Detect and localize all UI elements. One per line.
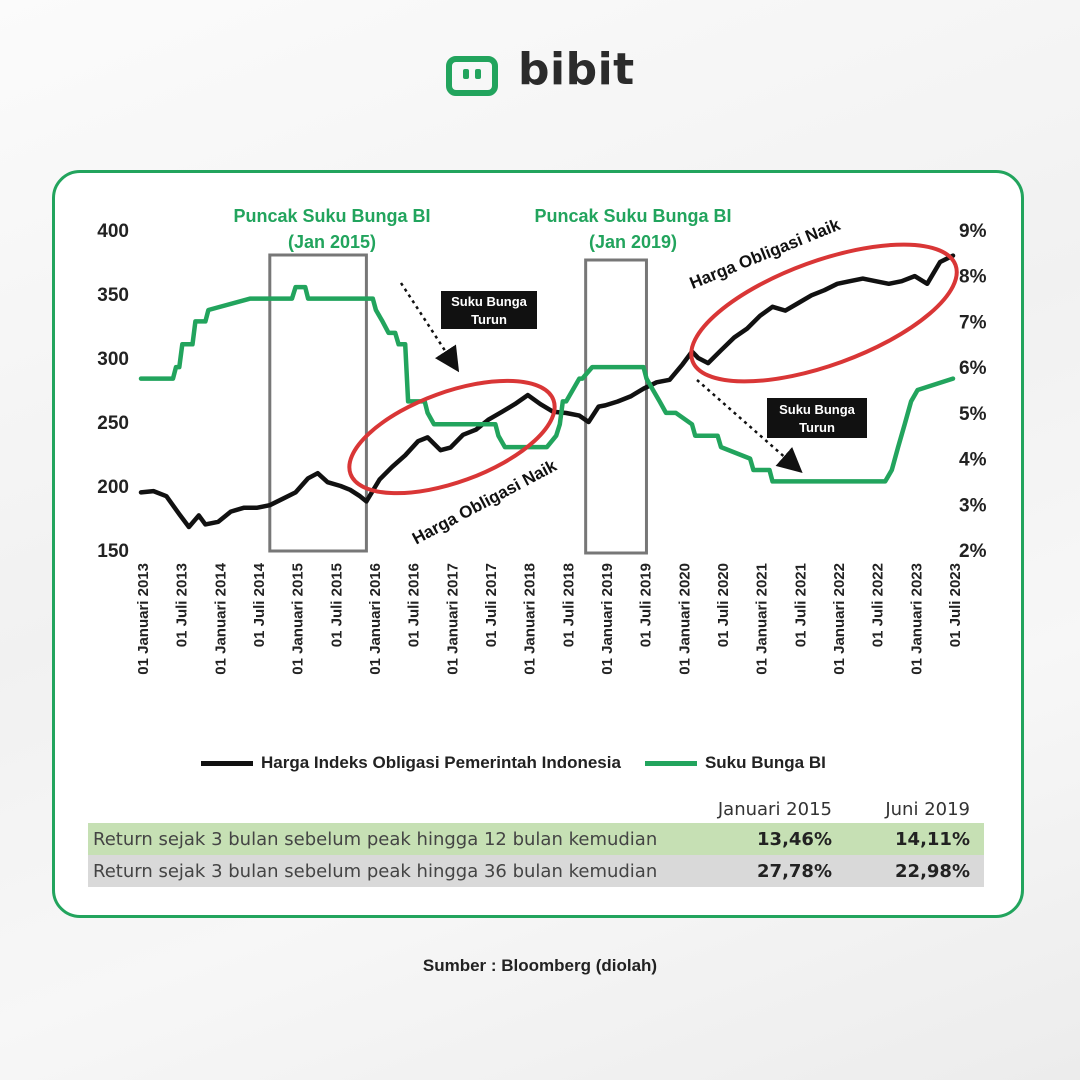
source-note: Sumber : Bloomberg (diolah): [422, 956, 658, 975]
peak-title-2019-line1: Puncak Suku Bunga BI: [534, 206, 731, 226]
legend-label-rate: Suku Bunga BI: [704, 753, 826, 772]
y-right-tick-label: 8%: [959, 267, 987, 288]
summary-header: Januari 2015 Juni 2019: [88, 795, 984, 823]
y-right-tick-label: 4%: [959, 450, 987, 471]
y-left-tick-label: 300: [97, 349, 129, 370]
x-tick-label: 01 Juli 2014: [251, 562, 268, 647]
summary-table: Januari 2015 Juni 2019 Return sejak 3 bu…: [88, 795, 984, 887]
x-tick-label: 01 Januari 2021: [754, 563, 771, 675]
summary-row-label: Return sejak 3 bulan sebelum peak hingga…: [93, 828, 658, 850]
y-right-tick-label: 2%: [959, 541, 987, 562]
x-tick-label: 01 Januari 2022: [831, 563, 848, 675]
rate-down-label-1-line2: Turun: [471, 312, 507, 327]
x-tick-label: 01 Juli 2018: [560, 563, 577, 647]
x-tick-label: 01 Juli 2016: [406, 563, 423, 647]
rate-down-label-2-line2: Turun: [799, 420, 835, 435]
x-tick-label: 01 Januari 2014: [212, 562, 229, 674]
y-right-tick-label: 5%: [959, 404, 987, 425]
x-tick-label: 01 Juli 2015: [328, 563, 345, 647]
legend: Harga Indeks Obligasi Pemerintah Indones…: [201, 753, 901, 773]
summary-cell: 14,11%: [895, 828, 970, 850]
chart-card: 150 200 250 300 350 400 2% 3% 4% 5% 6% 7% 8% 9% 01 Jan…: [52, 170, 1024, 918]
bond-price-line: [138, 253, 956, 530]
y-left-tick-label: 400: [97, 221, 129, 242]
x-tick-label: 01 Juli 2022: [870, 563, 887, 647]
bi-rate-line: [138, 284, 956, 484]
x-tick-label: 01 Januari 2015: [290, 563, 307, 675]
brand-logo: bibit: [446, 44, 646, 102]
x-tick-label: 01 Juli 2023: [947, 563, 964, 647]
x-tick-label: 01 Januari 2016: [367, 563, 384, 675]
highlight-ellipse-1: [347, 378, 557, 496]
rate-down-arrow-1: [399, 282, 460, 373]
x-tick-label: 01 Januari 2018: [522, 563, 539, 675]
x-tick-label: 01 Juli 2013: [174, 563, 191, 647]
y-right-tick-label: 6%: [959, 358, 987, 379]
rate-down-arrow-2: [696, 379, 803, 473]
summary-row: Return sejak 3 bulan sebelum peak hingga…: [88, 823, 984, 855]
peak-title-2015-line1: Puncak Suku Bunga BI: [233, 206, 430, 226]
legend-item-rate: Suku Bunga BI: [644, 753, 826, 773]
summary-cell: 22,98%: [895, 860, 970, 882]
bond-up-label-1: Harga Obligasi Naik: [409, 456, 560, 548]
rate-down-label-2-line1: Suku Bunga: [779, 402, 856, 417]
summary-cell: 13,46%: [757, 828, 832, 850]
legend-swatch-rate: [644, 760, 697, 766]
y-left-tick-label: 200: [97, 477, 129, 498]
peak-title-2019-line2: (Jan 2019): [589, 232, 677, 252]
x-tick-label: 01 Juli 2017: [483, 563, 500, 647]
summary-col-jan2015: Januari 2015: [717, 798, 832, 820]
summary-col-jun2019: Juni 2019: [885, 798, 970, 820]
y-left-tick-label: 350: [97, 285, 129, 306]
summary-cell: 27,78%: [757, 860, 832, 882]
x-tick-label: 01 Januari 2013: [135, 563, 152, 675]
legend-swatch-bond: [201, 760, 253, 766]
y-right-tick-label: 3%: [959, 495, 987, 516]
x-tick-label: 01 Januari 2023: [908, 563, 925, 675]
x-tick-label: 01 Januari 2017: [444, 563, 461, 675]
peak-title-2015-line2: (Jan 2015): [288, 232, 376, 252]
peak-box-2019: [584, 258, 648, 555]
y-right-tick-label: 7%: [959, 312, 987, 333]
bibit-logo-icon: [446, 56, 498, 96]
legend-item-bond: Harga Indeks Obligasi Pemerintah Indones…: [201, 753, 621, 773]
legend-label-bond: Harga Indeks Obligasi Pemerintah Indones…: [261, 753, 621, 772]
summary-row: Return sejak 3 bulan sebelum peak hingga…: [88, 855, 984, 887]
summary-row-label: Return sejak 3 bulan sebelum peak hingga…: [93, 860, 658, 882]
peak-box-2015: [268, 253, 368, 553]
x-tick-label: 01 Juli 2020: [715, 563, 732, 647]
rate-down-box-1: [441, 291, 537, 329]
y-right-tick-label: 9%: [959, 221, 987, 242]
rate-down-label-1-line1: Suku Bunga: [451, 294, 528, 309]
x-tick-label: 01 Januari 2019: [599, 563, 616, 675]
rate-down-box-2: [767, 398, 867, 438]
x-tick-label: 01 Juli 2019: [638, 563, 655, 647]
highlight-ellipse-2: [689, 242, 959, 384]
chart: 150 200 250 300 350 400 2% 3% 4% 5% 6% 7% 8% 9% 01 Jan…: [97, 206, 987, 675]
brand-name: bibit: [518, 44, 635, 95]
y-left-tick-label: 150: [97, 541, 129, 562]
y-left-tick-label: 250: [97, 413, 129, 434]
x-tick-label: 01 Juli 2021: [792, 563, 809, 647]
x-tick-label: 01 Januari 2020: [676, 563, 693, 675]
